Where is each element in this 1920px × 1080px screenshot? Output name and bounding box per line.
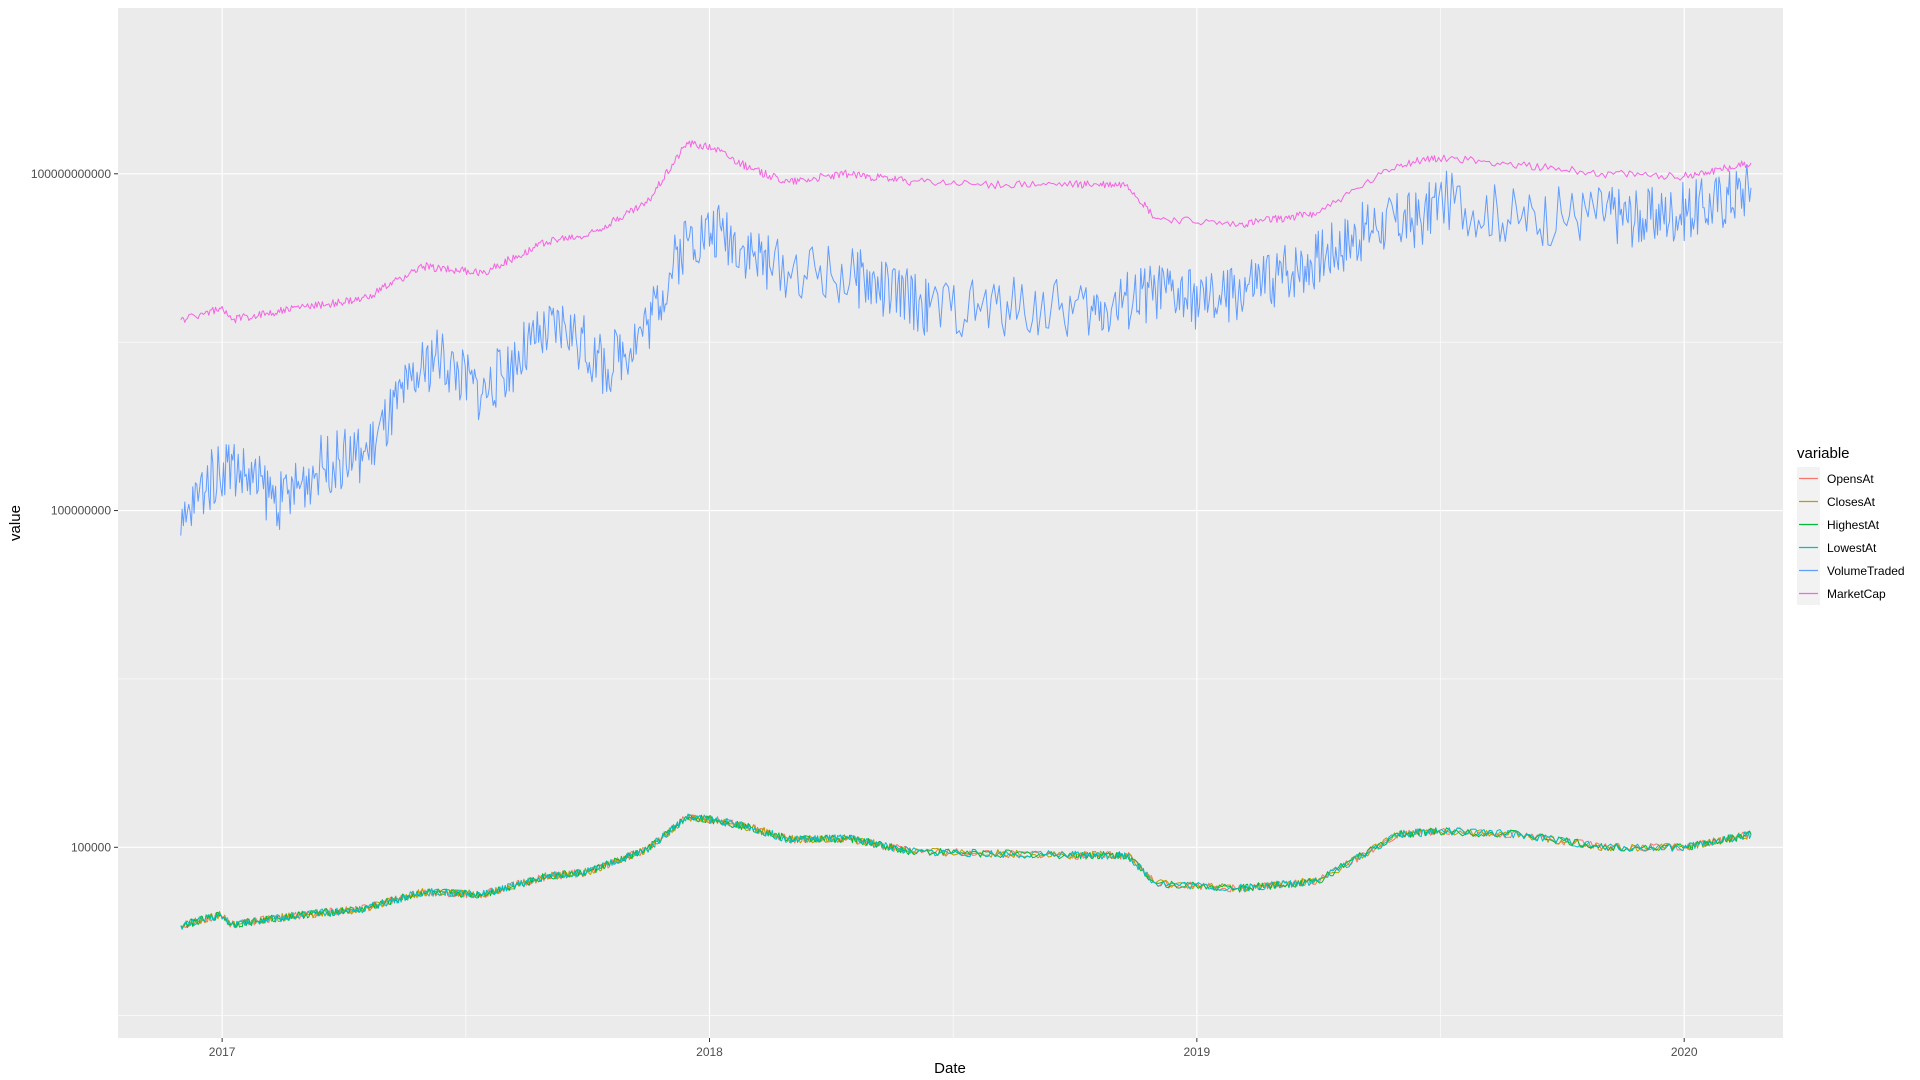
legend-label: MarketCap <box>1827 587 1886 601</box>
x-tick-label: 2017 <box>209 1045 236 1059</box>
legend-label: LowestAt <box>1827 541 1877 555</box>
legend-label: OpensAt <box>1827 472 1874 486</box>
x-axis-title: Date <box>934 1060 966 1077</box>
legend-label: ClosesAt <box>1827 495 1876 509</box>
series-line-marketcap <box>180 140 1752 324</box>
y-axis: 100000 100000000 100000000000 <box>31 167 118 854</box>
panel-background <box>118 8 1783 1038</box>
major-gridlines <box>118 8 1783 1038</box>
x-tick-label: 2019 <box>1183 1045 1210 1059</box>
y-tick-label: 100000 <box>71 840 111 854</box>
x-tick-label: 2020 <box>1671 1045 1698 1059</box>
legend-label: VolumeTraded <box>1827 564 1905 578</box>
legend-title: variable <box>1797 445 1850 462</box>
x-tick-label: 2018 <box>696 1045 723 1059</box>
y-tick-label: 100000000 <box>51 504 111 518</box>
legend: OpensAt ClosesAt HighestAt LowestAt VolumeTr… <box>1797 467 1905 605</box>
series-line-volumetraded <box>180 164 1752 536</box>
series-line-lowestat <box>180 813 1752 930</box>
y-tick-label: 100000000000 <box>31 167 111 181</box>
minor-gridlines <box>118 8 1783 1038</box>
x-axis: 2017 2018 2019 2020 <box>209 1038 1698 1059</box>
y-axis-title: value <box>7 505 24 541</box>
series-lines <box>180 140 1752 930</box>
legend-label: HighestAt <box>1827 518 1880 532</box>
